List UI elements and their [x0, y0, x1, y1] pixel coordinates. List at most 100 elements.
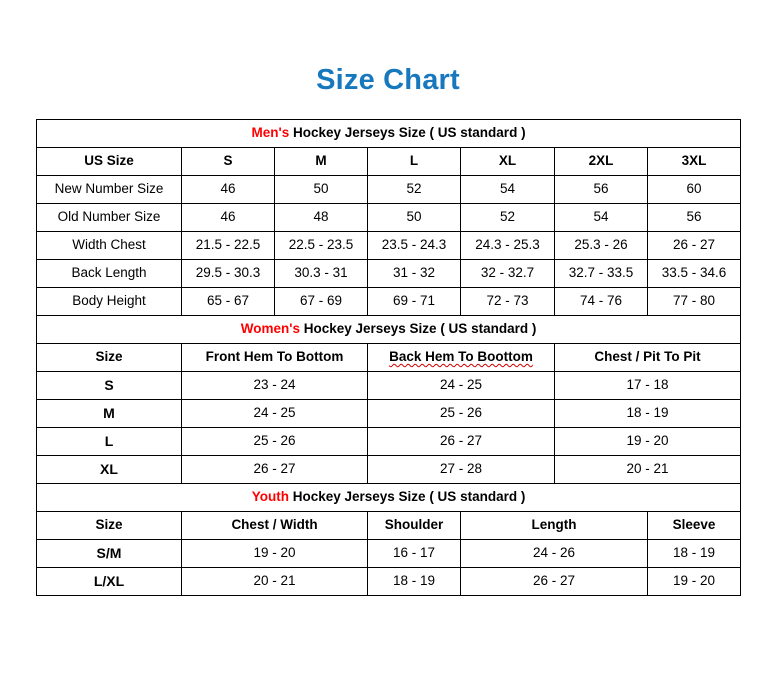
womens-row-label-3: XL	[36, 455, 182, 484]
youth-cell-0-0: 19 - 20	[181, 539, 368, 568]
mens-cell-3-1: 30.3 - 31	[274, 259, 368, 288]
womens-cell-0-0: 23 - 24	[181, 371, 368, 400]
youth-row-label-0: S/M	[36, 539, 182, 568]
mens-cell-3-4: 32.7 - 33.5	[554, 259, 648, 288]
mens-cell-4-2: 69 - 71	[367, 287, 461, 316]
youth-col-head-2: Shoulder	[367, 511, 461, 540]
womens-row-label-2: L	[36, 427, 182, 456]
youth-group-label: Youth	[251, 489, 289, 505]
table-row: Back Length 29.5 - 30.3 30.3 - 31 31 - 3…	[36, 259, 742, 288]
mens-group-label: Men's	[251, 125, 290, 141]
youth-cell-1-1: 18 - 19	[367, 567, 461, 596]
mens-cell-2-0: 21.5 - 22.5	[181, 231, 275, 260]
mens-cell-1-3: 52	[460, 203, 555, 232]
womens-column-header-row: Size Front Hem To Bottom Back Hem To Boo…	[36, 343, 742, 372]
mens-cell-1-4: 54	[554, 203, 648, 232]
womens-group-label: Women's	[240, 321, 300, 337]
mens-cell-2-4: 25.3 - 26	[554, 231, 648, 260]
mens-col-head-5: 2XL	[554, 147, 648, 176]
youth-cell-0-2: 24 - 26	[460, 539, 648, 568]
mens-row-label-4: Body Height	[36, 287, 182, 316]
table-row: Width Chest 21.5 - 22.5 22.5 - 23.5 23.5…	[36, 231, 742, 260]
mens-cell-3-3: 32 - 32.7	[460, 259, 555, 288]
womens-col-head-3: Chest / Pit To Pit	[553, 343, 742, 372]
womens-row-label-0: S	[36, 371, 182, 400]
table-row: Body Height 65 - 67 67 - 69 69 - 71 72 -…	[36, 287, 742, 316]
mens-cell-2-5: 26 - 27	[646, 231, 742, 260]
mens-cell-3-0: 29.5 - 30.3	[181, 259, 275, 288]
youth-header-rest: Hockey Jerseys Size ( US standard )	[288, 489, 526, 505]
youth-col-head-4: Sleeve	[646, 511, 742, 540]
mens-row-label-2: Width Chest	[36, 231, 182, 260]
mens-cell-4-1: 67 - 69	[274, 287, 368, 316]
youth-cell-1-3: 19 - 20	[646, 567, 742, 596]
table-row: L/XL 20 - 21 18 - 19 26 - 27 19 - 20	[36, 567, 742, 596]
youth-col-head-0: Size	[36, 511, 182, 540]
mens-cell-4-4: 74 - 76	[554, 287, 648, 316]
womens-row-label-1: M	[36, 399, 182, 428]
womens-col-head-0: Size	[36, 343, 182, 372]
womens-cell-0-1: 24 - 25	[367, 371, 555, 400]
size-chart-table-container: Men's Hockey Jerseys Size ( US standard …	[35, 119, 742, 596]
mens-row-label-1: Old Number Size	[36, 203, 182, 232]
womens-header-rest: Hockey Jerseys Size ( US standard )	[299, 321, 537, 337]
mens-cell-0-0: 46	[181, 175, 275, 204]
mens-cell-3-2: 31 - 32	[367, 259, 461, 288]
mens-cell-2-3: 24.3 - 25.3	[460, 231, 555, 260]
youth-cell-1-2: 26 - 27	[460, 567, 648, 596]
table-row: Old Number Size 46 48 50 52 54 56	[36, 203, 742, 232]
mens-col-head-0: US Size	[36, 147, 182, 176]
womens-section-header: Women's Hockey Jerseys Size ( US standar…	[35, 315, 742, 344]
table-row: New Number Size 46 50 52 54 56 60	[36, 175, 742, 204]
mens-cell-2-2: 23.5 - 24.3	[367, 231, 461, 260]
mens-cell-0-2: 52	[367, 175, 461, 204]
mens-row-label-0: New Number Size	[36, 175, 182, 204]
mens-cell-0-5: 60	[646, 175, 742, 204]
mens-col-head-2: M	[274, 147, 368, 176]
youth-column-header-row: Size Chest / Width Shoulder Length Sleev…	[36, 511, 742, 540]
mens-cell-0-4: 56	[554, 175, 648, 204]
mens-col-head-6: 3XL	[646, 147, 742, 176]
womens-section-header-row: Women's Hockey Jerseys Size ( US standar…	[35, 315, 742, 344]
womens-cell-3-1: 27 - 28	[367, 455, 555, 484]
mens-col-head-3: L	[367, 147, 461, 176]
youth-section-header-row: Youth Hockey Jerseys Size ( US standard …	[35, 483, 742, 512]
mens-column-header-row: US Size S M L XL 2XL 3XL	[36, 147, 742, 176]
mens-col-head-4: XL	[460, 147, 555, 176]
womens-cell-3-0: 26 - 27	[181, 455, 368, 484]
mens-cell-0-3: 54	[460, 175, 555, 204]
table-row: S 23 - 24 24 - 25 17 - 18	[36, 371, 742, 400]
youth-cell-0-3: 18 - 19	[646, 539, 742, 568]
mens-section-header-row: Men's Hockey Jerseys Size ( US standard …	[35, 119, 742, 148]
womens-cell-1-1: 25 - 26	[367, 399, 555, 428]
mens-row-label-3: Back Length	[36, 259, 182, 288]
mens-cell-1-1: 48	[274, 203, 368, 232]
womens-cell-2-1: 26 - 27	[367, 427, 555, 456]
mens-cell-3-5: 33.5 - 34.6	[646, 259, 742, 288]
mens-section-header: Men's Hockey Jerseys Size ( US standard …	[35, 119, 742, 148]
mens-header-rest: Hockey Jerseys Size ( US standard )	[289, 125, 526, 141]
womens-col-head-2: Back Hem To Boottom	[367, 343, 555, 372]
table-row: S/M 19 - 20 16 - 17 24 - 26 18 - 19	[36, 539, 742, 568]
mens-cell-1-0: 46	[181, 203, 275, 232]
mens-cell-1-5: 56	[646, 203, 742, 232]
mens-cell-0-1: 50	[274, 175, 368, 204]
womens-col-head-2-text: Back Hem To Boottom	[389, 349, 533, 365]
youth-col-head-1: Chest / Width	[181, 511, 368, 540]
womens-cell-1-2: 18 - 19	[553, 399, 742, 428]
womens-cell-1-0: 24 - 25	[181, 399, 368, 428]
youth-cell-1-0: 20 - 21	[181, 567, 368, 596]
youth-section-header: Youth Hockey Jerseys Size ( US standard …	[35, 483, 742, 512]
youth-col-head-3: Length	[460, 511, 648, 540]
mens-cell-4-5: 77 - 80	[646, 287, 742, 316]
mens-cell-4-0: 65 - 67	[181, 287, 275, 316]
mens-cell-4-3: 72 - 73	[460, 287, 555, 316]
mens-cell-2-1: 22.5 - 23.5	[274, 231, 368, 260]
page-title: Size Chart	[316, 64, 460, 96]
table-row: M 24 - 25 25 - 26 18 - 19	[36, 399, 742, 428]
youth-cell-0-1: 16 - 17	[367, 539, 461, 568]
mens-cell-1-2: 50	[367, 203, 461, 232]
size-chart-table: Men's Hockey Jerseys Size ( US standard …	[35, 119, 742, 596]
table-row: XL 26 - 27 27 - 28 20 - 21	[36, 455, 742, 484]
